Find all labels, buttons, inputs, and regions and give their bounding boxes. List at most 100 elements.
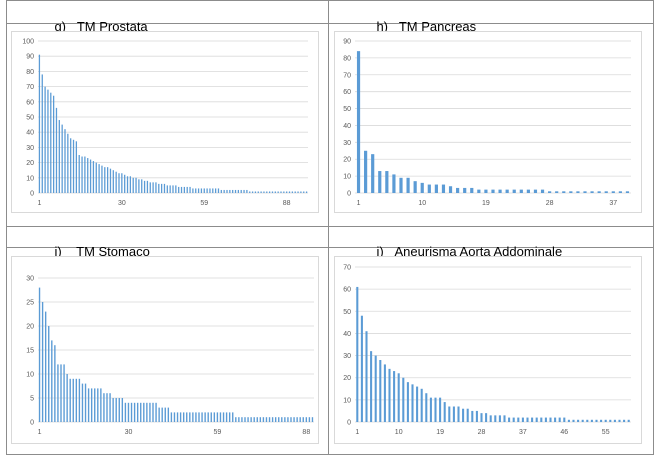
prostata-ytick-label-2: 20: [26, 160, 34, 167]
stomaco-bar-46: [176, 412, 179, 422]
aneurisma-ytick-label-6: 60: [343, 287, 351, 294]
pancreas-bar-9: [413, 181, 417, 193]
pancreas-bar-31: [569, 191, 573, 193]
prostata-bar-68: [229, 189, 231, 193]
prostata-bar-74: [246, 189, 248, 193]
aneurisma-ytick-label-3: 30: [343, 353, 351, 360]
stomaco-bar-72: [256, 417, 258, 422]
chart-pancreas: 0 10 20 30 40 50 60 70 80 90 1 10 19 28 37: [334, 31, 642, 213]
stomaco-bar-34: [140, 402, 142, 422]
aneurisma-bar-54: [600, 419, 603, 422]
pancreas-ytick-label-2: 20: [343, 157, 351, 164]
prostata-bar-19: [89, 159, 92, 193]
aneurisma-xtick-label-5: 46: [560, 429, 568, 436]
prostata-bar-37: [141, 179, 143, 193]
aneurisma-bar-48: [572, 419, 575, 422]
aneurisma-bar-18: [434, 397, 437, 422]
stomaco-xtick-label-3: 88: [302, 429, 310, 436]
aneurisma-bar-28: [480, 413, 483, 422]
aneurisma-bar-32: [498, 415, 501, 422]
panel-i-title: i) TM Stomaco: [40, 229, 149, 274]
stomaco-bar-8: [60, 364, 62, 422]
prostata-bar-84: [274, 191, 276, 193]
pancreas-ytick-label-8: 80: [343, 55, 351, 62]
aneurisma-bar-1: [356, 286, 359, 422]
aneurisma-bar-10: [397, 373, 400, 422]
aneurisma-bar-50: [581, 419, 584, 422]
panel-j-label: j): [376, 244, 384, 259]
stomaco-bar-32: [133, 402, 136, 422]
aneurisma-ytick-label-1: 10: [343, 397, 351, 404]
aneurisma-bar-24: [462, 408, 465, 422]
pancreas-bar-18: [477, 189, 481, 193]
prostata-bar-80: [263, 191, 265, 193]
aneurisma-bar-49: [577, 419, 580, 422]
prostata-bar-48: [172, 185, 174, 193]
aneurisma-bar-20: [443, 402, 446, 422]
prostata-bar-8: [58, 120, 60, 193]
prostata-bar-69: [232, 189, 234, 193]
prostata-bar-56: [195, 188, 197, 193]
pancreas-bar-19: [484, 189, 488, 193]
pancreas-ytick-label-6: 60: [343, 89, 351, 96]
stomaco-bar-67: [241, 417, 243, 422]
aneurisma-bar-16: [425, 393, 428, 422]
stomaco-bar-22: [103, 393, 105, 422]
aneurisma-bar-40: [535, 417, 538, 422]
prostata-bar-63: [214, 188, 217, 193]
prostata-bar-75: [249, 191, 251, 193]
prostata-bar-47: [169, 185, 171, 193]
stomaco-bar-84: [293, 417, 295, 422]
prostata-bar-33: [129, 176, 132, 193]
aneurisma-xtick-label-1: 10: [395, 429, 403, 436]
table-border-mid-3: [6, 247, 654, 248]
prostata-bar-31: [124, 174, 126, 193]
prostata-bar-46: [166, 185, 168, 193]
prostata-bar-22: [98, 164, 100, 193]
aneurisma-bar-38: [526, 417, 529, 422]
aneurisma-xtick-label-0: 1: [355, 429, 359, 436]
stomaco-bar-63: [228, 412, 231, 422]
prostata-bar-1: [38, 54, 41, 194]
prostata-bar-43: [158, 183, 160, 193]
stomaco-bar-88: [305, 417, 308, 422]
pancreas-xtick-label-4: 37: [609, 200, 617, 207]
prostata-bar-9: [61, 124, 63, 193]
aneurisma-bar-21: [448, 406, 451, 422]
stomaco-bar-6: [54, 345, 56, 422]
aneurisma-bar-4: [370, 351, 373, 422]
pancreas-bar-27: [540, 189, 545, 193]
prostata-bar-13: [72, 139, 75, 193]
prostata-bar-6: [52, 95, 55, 193]
prostata-bar-17: [84, 156, 86, 193]
pancreas-bar-39: [625, 191, 630, 193]
stomaco-bar-12: [72, 378, 74, 422]
prostata-bar-51: [180, 186, 183, 193]
aneurisma-bar-60: [627, 419, 630, 422]
prostata-xtick-label-3: 88: [283, 200, 291, 207]
stomaco-bar-44: [170, 412, 173, 422]
aneurisma-bar-7: [383, 364, 386, 422]
aneurisma-bar-53: [595, 419, 598, 422]
prostata-bar-52: [183, 186, 186, 193]
aneurisma-ytick-label-0: 0: [347, 420, 351, 427]
aneurisma-bar-17: [429, 397, 432, 422]
stomaco-bar-89: [308, 417, 311, 422]
prostata-bar-79: [260, 191, 262, 193]
stomaco-bar-33: [136, 402, 139, 422]
prostata-ytick-label-9: 90: [26, 54, 34, 61]
aneurisma-bar-19: [439, 397, 442, 422]
stomaco-bar-13: [75, 378, 78, 422]
prostata-bar-83: [271, 191, 274, 193]
stomaco-bar-77: [271, 417, 274, 422]
pancreas-bar-15: [456, 187, 460, 193]
stomaco-ytick-label-2: 10: [26, 372, 34, 379]
prostata-bar-7: [55, 107, 58, 193]
pancreas-bar-21: [498, 189, 502, 193]
chart-aneurisma-svg: 0 10 20 30 40 50 60 70 1 10 19 28 37 46 55: [343, 265, 631, 436]
aneurisma-bar-8: [388, 368, 391, 422]
prostata-bar-42: [155, 182, 157, 193]
stomaco-bar-36: [146, 402, 148, 422]
prostata-bar-60: [206, 188, 208, 193]
prostata-bar-21: [95, 162, 97, 193]
